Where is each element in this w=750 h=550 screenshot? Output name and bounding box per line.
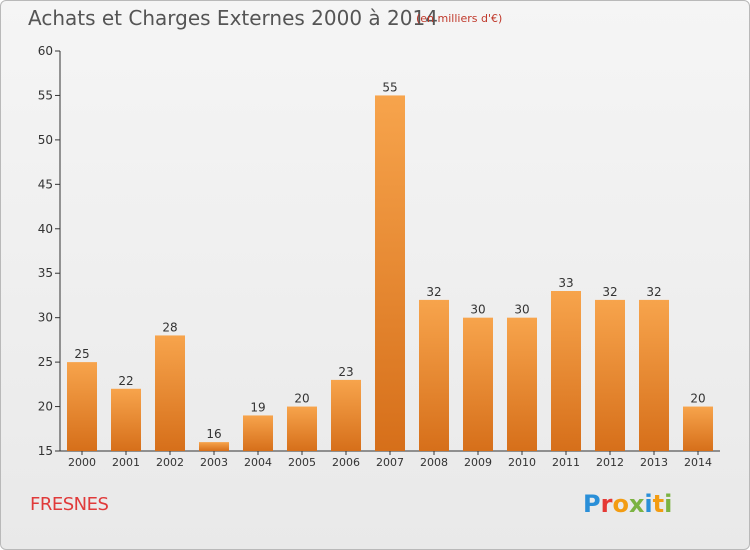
data-label-2002: 28: [162, 320, 177, 334]
bar-2002: [155, 335, 185, 451]
x-tick-label-2002: 2002: [156, 456, 184, 469]
logo-letter: o: [612, 490, 629, 518]
x-tick-label-2010: 2010: [508, 456, 536, 469]
logo-letter: i: [664, 490, 673, 518]
data-label-2004: 19: [250, 400, 265, 414]
x-tick-label-2001: 2001: [112, 456, 140, 469]
y-tick-label: 55: [38, 88, 53, 102]
y-tick-label: 30: [38, 311, 53, 325]
bar-2013: [639, 299, 669, 451]
bar-2005: [287, 406, 317, 451]
x-tick-label-2006: 2006: [332, 456, 360, 469]
y-tick-label: 25: [38, 355, 53, 369]
x-tick-label-2013: 2013: [640, 456, 668, 469]
bar-2004: [243, 415, 273, 451]
logo-letter: x: [628, 490, 645, 518]
data-label-2012: 32: [602, 285, 617, 299]
x-tick-label-2000: 2000: [68, 456, 96, 469]
data-label-2014: 20: [690, 392, 705, 406]
y-tick-label: 20: [38, 400, 53, 414]
y-tick-label: 45: [38, 177, 53, 191]
bar-2001: [111, 388, 141, 451]
bar-2006: [331, 379, 361, 451]
logo-letter: i: [644, 490, 653, 518]
y-tick-label: 60: [38, 44, 53, 58]
data-label-2006: 23: [338, 365, 353, 379]
x-tick-label-2005: 2005: [288, 456, 316, 469]
x-tick-label-2014: 2014: [684, 456, 712, 469]
bar-2011: [551, 291, 581, 451]
y-tick-label: 40: [38, 222, 53, 236]
data-label-2001: 22: [118, 374, 133, 388]
y-tick-label: 15: [38, 444, 53, 458]
data-label-2007: 55: [382, 80, 397, 94]
data-label-2005: 20: [294, 392, 309, 406]
bar-2007: [375, 95, 405, 451]
logo-letter: t: [652, 490, 665, 518]
bar-2000: [67, 362, 97, 451]
bar-2003: [199, 442, 229, 451]
x-tick-label-2012: 2012: [596, 456, 624, 469]
place-name: FRESNES: [30, 494, 109, 515]
data-label-2008: 32: [426, 285, 441, 299]
bar-2009: [463, 317, 493, 451]
x-tick-label-2007: 2007: [376, 456, 404, 469]
y-tick-label: 50: [38, 133, 53, 147]
data-label-2003: 16: [206, 427, 221, 441]
data-label-2013: 32: [646, 285, 661, 299]
x-tick-label-2003: 2003: [200, 456, 228, 469]
x-tick-label-2008: 2008: [420, 456, 448, 469]
data-label-2009: 30: [470, 303, 485, 317]
bar-2012: [595, 299, 625, 451]
bar-2014: [683, 406, 713, 451]
data-label-2000: 25: [74, 347, 89, 361]
x-tick-label-2011: 2011: [552, 456, 580, 469]
proxiti-logo: Proxiti: [583, 490, 672, 518]
bar-2008: [419, 299, 449, 451]
unit-note: (en milliers d'€): [416, 12, 503, 25]
chart-title: Achats et Charges Externes 2000 à 2014: [28, 6, 438, 30]
data-label-2010: 30: [514, 303, 529, 317]
x-tick-label-2009: 2009: [464, 456, 492, 469]
data-label-2011: 33: [558, 276, 573, 290]
logo-letter: P: [583, 490, 601, 518]
bar-2010: [507, 317, 537, 451]
x-tick-label-2004: 2004: [244, 456, 272, 469]
y-tick-label: 35: [38, 266, 53, 280]
logo-letter: r: [600, 490, 613, 518]
